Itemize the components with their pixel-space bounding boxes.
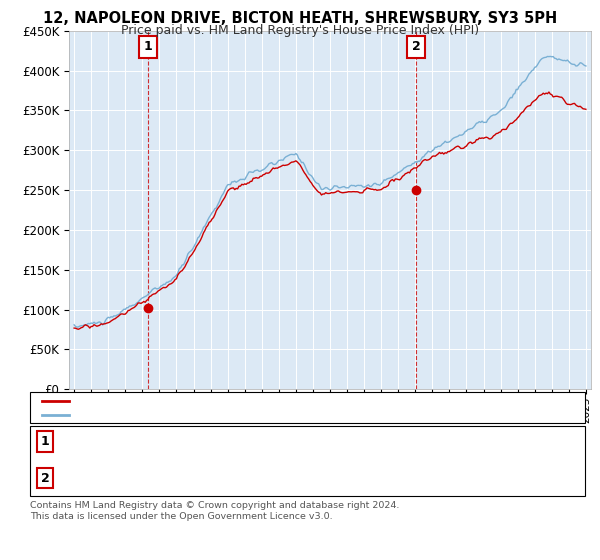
Text: 2: 2 bbox=[41, 472, 49, 484]
Text: 16-JAN-2015: 16-JAN-2015 bbox=[75, 472, 149, 484]
Text: 30-APR-1999: 30-APR-1999 bbox=[75, 435, 151, 448]
Text: Contains HM Land Registry data © Crown copyright and database right 2024.
This d: Contains HM Land Registry data © Crown c… bbox=[30, 501, 400, 521]
Text: 2: 2 bbox=[412, 40, 421, 53]
Text: £102,500: £102,500 bbox=[258, 435, 314, 448]
Text: 1: 1 bbox=[143, 40, 152, 53]
Text: 1: 1 bbox=[41, 435, 49, 448]
Text: 12, NAPOLEON DRIVE, BICTON HEATH, SHREWSBURY, SY3 5PH (detached house): 12, NAPOLEON DRIVE, BICTON HEATH, SHREWS… bbox=[75, 395, 496, 405]
Text: 6% ↓ HPI: 6% ↓ HPI bbox=[390, 472, 445, 484]
Text: Price paid vs. HM Land Registry's House Price Index (HPI): Price paid vs. HM Land Registry's House … bbox=[121, 24, 479, 36]
Text: 2% ↑ HPI: 2% ↑ HPI bbox=[390, 435, 445, 448]
Text: HPI: Average price, detached house, Shropshire: HPI: Average price, detached house, Shro… bbox=[75, 410, 324, 420]
Text: 12, NAPOLEON DRIVE, BICTON HEATH, SHREWSBURY, SY3 5PH: 12, NAPOLEON DRIVE, BICTON HEATH, SHREWS… bbox=[43, 11, 557, 26]
Text: £249,950: £249,950 bbox=[258, 472, 314, 484]
